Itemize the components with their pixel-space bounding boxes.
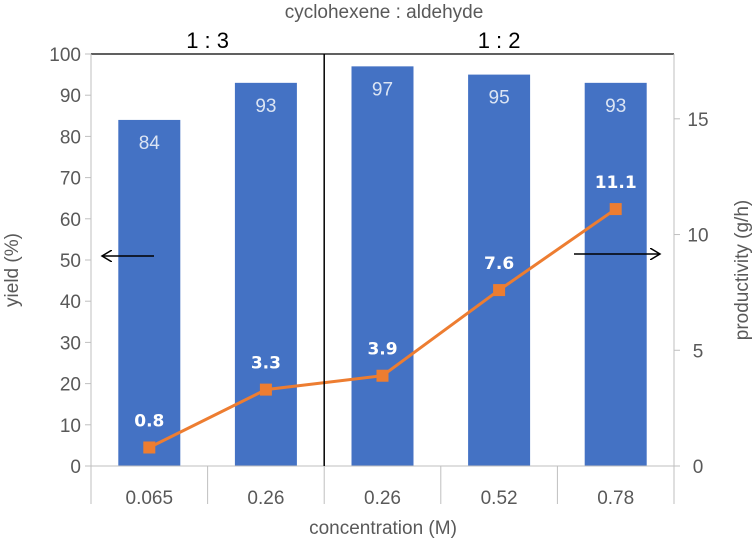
bars [118,66,647,467]
yield-bar-label: 93 [605,96,626,117]
productivity-label: 3.3 [251,354,281,374]
yield-bar [351,66,414,467]
productivity-marker [143,441,156,454]
y2-tick-label: 0 [693,457,704,478]
bar-labels: 84 93 97 95 93 [139,79,627,154]
y-tick-label: 40 [60,292,81,313]
productivity-marker [493,284,506,297]
ratio-label: 1 : 2 [478,28,521,53]
axes: 0 10 20 30 40 50 60 70 80 90 100 0 5 10 15 0.065 0.26 0.2… [49,28,708,509]
productivity-label: 0.8 [134,411,164,431]
y-axis-title: yield (%) [2,233,23,307]
annotations [102,254,660,256]
x-tick-label: 0.26 [247,488,284,509]
productivity-label: 11.1 [595,173,637,193]
x-tick-label: 0.26 [364,488,401,509]
y2-tick-label: 10 [687,226,708,247]
y-tick-label: 100 [49,45,81,66]
y-tick-label: 90 [60,86,81,107]
x-tick-label: 0.78 [597,488,634,509]
productivity-marker [259,383,272,396]
productivity-label: 7.6 [484,254,514,274]
yield-bar-label: 93 [255,96,276,117]
yield-bar [584,82,647,466]
y-tick-label: 50 [60,251,81,272]
ratio-label: 1 : 3 [186,28,229,53]
productivity-marker [376,369,389,382]
yield-bar-label: 95 [489,88,510,109]
y2-tick-label: 5 [693,341,704,362]
y-tick-label: 60 [60,210,81,231]
yield-bar-label: 97 [372,79,393,100]
y2-tick-label: 15 [687,110,708,131]
productivity-label: 3.9 [367,340,397,360]
productivity-marker [609,203,622,216]
yield-bar [118,119,181,467]
yield-bar-label: 84 [139,133,161,154]
y2-axis-title: productivity (g/h) [732,200,753,340]
yield-bar [234,82,297,466]
y-tick-label: 20 [60,375,81,396]
x-axis-title: concentration (M) [309,518,457,539]
productivity-series: 0.8 3.3 3.9 7.6 11.1 [134,173,637,454]
y-tick-label: 0 [70,457,81,478]
y-tick-label: 30 [60,333,81,354]
y-tick-label: 70 [60,169,81,190]
yield-bar [468,74,531,466]
y-tick-label: 80 [60,127,81,148]
x-tick-label: 0.065 [126,488,174,509]
y-tick-label: 10 [60,416,81,437]
x-tick-label: 0.52 [481,488,518,509]
chart-title: cyclohexene : aldehyde [285,2,484,23]
